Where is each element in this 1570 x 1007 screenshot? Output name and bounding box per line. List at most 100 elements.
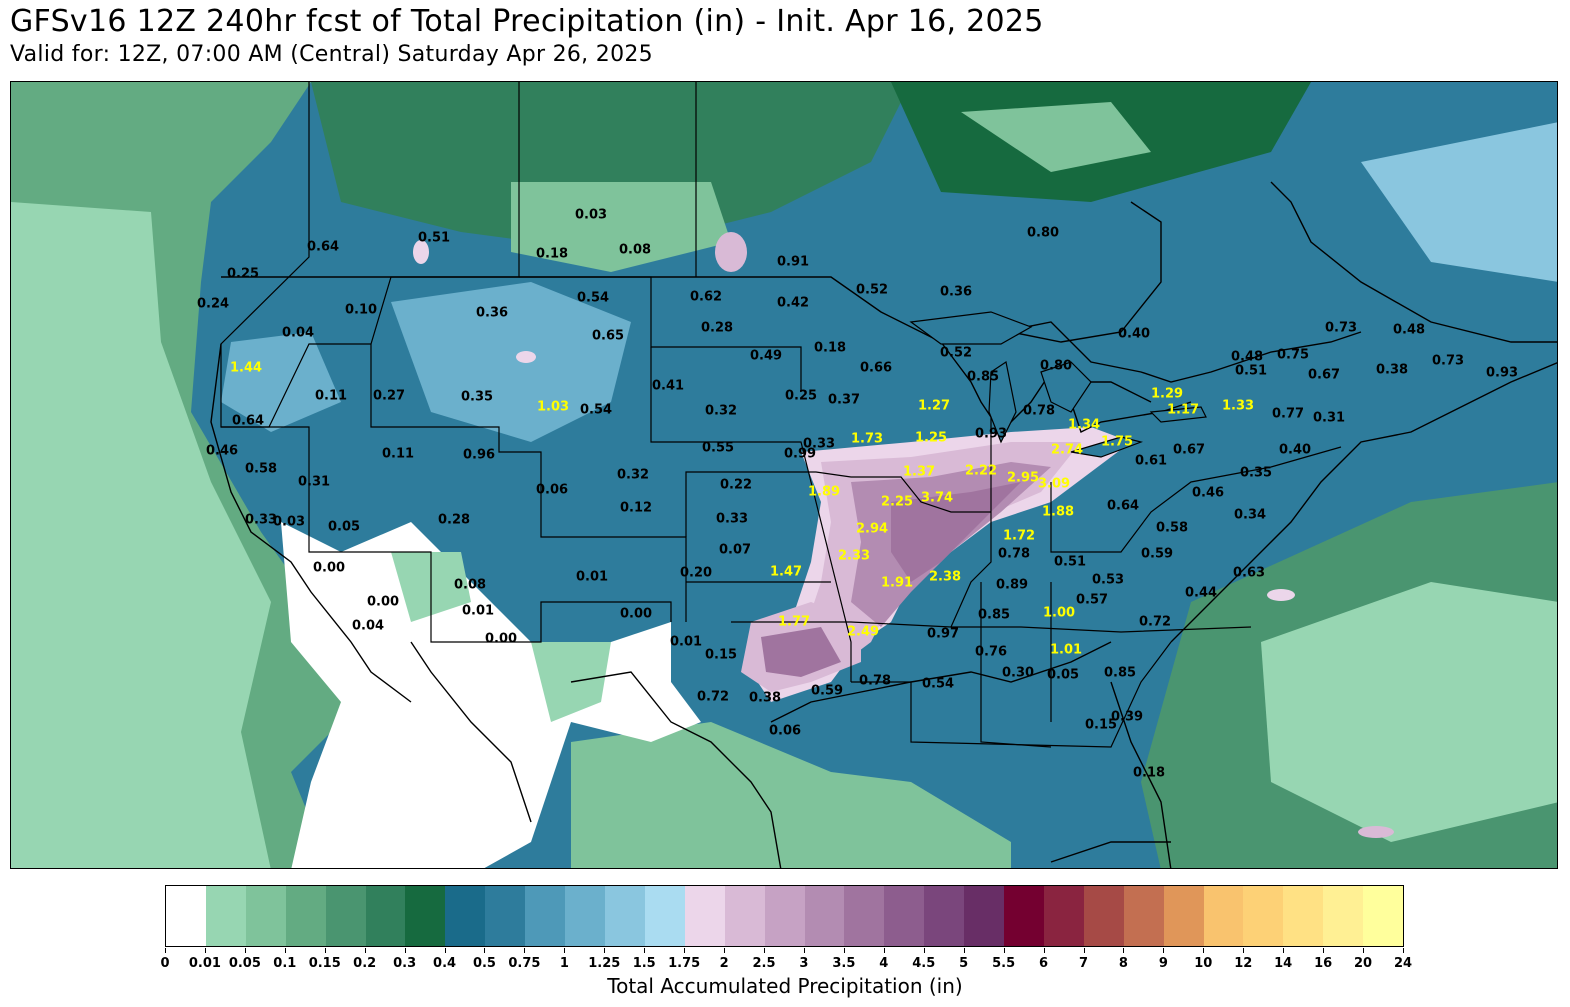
colorbar-tick-mark [1203,948,1205,953]
colorbar-tick-mark [1323,948,1325,953]
station-value: 1.17 [1166,402,1200,418]
colorbar-tick-label: 10 [1194,956,1213,971]
station-value: 0.91 [776,254,810,270]
station-value: 0.51 [417,230,451,246]
station-value: 0.06 [535,482,569,498]
station-value: 2.49 [846,624,880,640]
station-value: 0.97 [926,626,960,642]
station-value: 0.76 [974,644,1008,660]
station-value: 0.57 [1075,592,1109,608]
station-value: 0.61 [1134,453,1168,469]
colorbar-tick-label: 0.01 [188,956,221,971]
station-value: 0.08 [453,577,487,593]
station-value: 0.10 [344,302,378,318]
station-value: 2.33 [837,548,871,564]
station-value: 1.75 [1100,434,1134,450]
station-value: 1.77 [777,614,811,630]
station-value: 0.03 [272,514,306,530]
station-value: 0.67 [1307,367,1341,383]
station-value: 0.35 [460,389,494,405]
colorbar-tick-label: 4 [879,956,889,971]
colorbar-tick-mark [364,948,366,953]
station-value: 0.77 [1271,406,1305,422]
station-value: 0.25 [226,266,260,282]
station-value: 1.03 [536,399,570,415]
colorbar-segment [245,886,286,946]
station-value: 0.04 [281,325,315,341]
station-value: 0.36 [939,284,973,300]
colorbar-segment [1243,886,1284,946]
colorbar-tick-label: 16 [1314,956,1333,971]
station-value: 0.00 [366,594,400,610]
colorbar-tick-label: 20 [1354,956,1373,971]
station-value: 0.30 [1001,665,1035,681]
station-value: 0.34 [1233,507,1267,523]
colorbar-tick-mark [604,948,606,953]
station-value: 0.66 [859,360,893,376]
station-value: 2.94 [855,521,889,537]
station-value: 0.05 [327,519,361,535]
colorbar-tick-mark [803,948,805,953]
colorbar-segment [1043,886,1084,946]
station-value: 0.32 [704,403,738,419]
station-value: 0.11 [314,388,348,404]
colorbar-tick-label: 7 [1078,956,1089,971]
station-value: 1.88 [1041,504,1075,520]
station-value: 0.24 [196,296,230,312]
colorbar-tick-mark [524,948,526,953]
colorbar-tick-label: 0.05 [228,956,261,971]
precipitation-field [11,82,1557,868]
station-value: 0.40 [1117,326,1151,342]
station-value: 0.58 [1155,520,1189,536]
colorbar-segment [325,886,366,946]
station-value: 0.55 [701,440,735,456]
valid-time-subtitle: Valid for: 12Z, 07:00 AM (Central) Satur… [10,42,653,67]
colorbar-tick-mark [564,948,566,953]
colorbar-tick-mark [1123,948,1125,953]
colorbar-tick-mark [284,948,286,953]
colorbar-tick-mark [244,948,246,953]
station-value: 0.78 [997,546,1031,562]
station-value: 0.54 [921,676,955,692]
colorbar-tick-mark [883,948,885,953]
station-value: 0.04 [351,618,385,634]
station-value: 0.63 [1232,565,1266,581]
station-value: 1.72 [1002,528,1036,544]
colorbar-segment [365,886,406,946]
colorbar-tick-label: 0 [160,956,170,971]
colorbar-tick-label: 0.2 [353,956,377,971]
colorbar-segment [1123,886,1164,946]
station-value: 0.89 [995,577,1029,593]
station-value: 0.42 [776,295,810,311]
station-value: 2.25 [880,494,914,510]
station-value: 0.36 [475,305,509,321]
colorbar-tick-mark [1363,948,1365,953]
colorbar-tick-mark [444,948,446,953]
colorbar-tick-mark [1003,948,1005,953]
colorbar-segment [285,886,326,946]
station-value: 1.33 [1221,398,1255,414]
colorbar-tick-label: 3.5 [832,956,856,971]
station-value: 1.00 [1042,605,1076,621]
colorbar-tick-label: 6 [1039,956,1049,971]
station-value: 1.47 [769,564,803,580]
station-value: 0.37 [827,392,861,408]
colorbar-segment [1004,886,1044,946]
precipitation-map: 0.03 0.51 0.64 0.18 0.08 0.80 0.91 0.25 0.24 0.10… [10,81,1558,869]
station-value: 0.20 [679,565,713,581]
colorbar-tick-label: 3 [799,956,809,971]
station-value: 0.73 [1431,353,1465,369]
colorbar-segment [1363,886,1404,946]
station-value: 0.38 [1375,362,1409,378]
station-value: 0.22 [719,477,753,493]
station-value: 0.33 [715,511,749,527]
station-value: 0.01 [461,603,495,619]
station-value: 0.11 [381,446,415,462]
station-value: 0.93 [974,426,1008,442]
colorbar-tick-label: 1 [559,956,569,971]
colorbar-tick-label: 1.5 [632,956,656,971]
colorbar-tick-mark [963,948,965,953]
colorbar-tick-mark [684,948,686,953]
station-value: 0.52 [939,345,973,361]
colorbar-segment [445,886,486,946]
